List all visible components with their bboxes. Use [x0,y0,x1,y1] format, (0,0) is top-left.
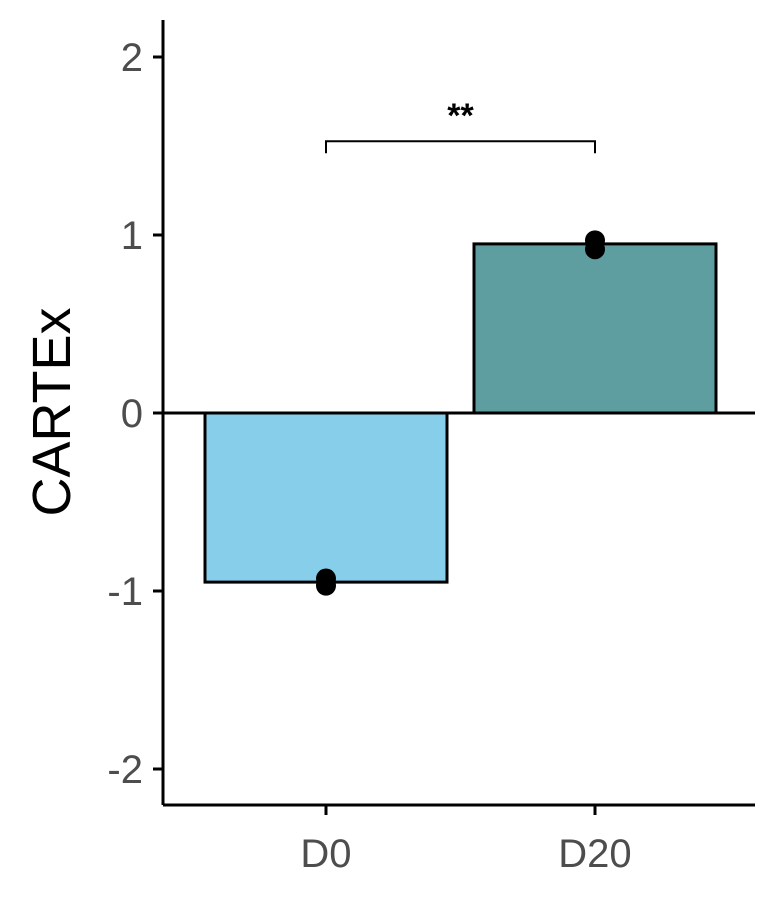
data-point [316,575,336,596]
bars-layer [203,242,718,584]
significance-bracket-line [325,140,596,154]
significance-bracket: ** [325,97,596,154]
y-tick-label: 2 [121,36,143,80]
y-axis-title: CARTEx [22,307,82,516]
data-point [585,239,605,260]
ticks-layer: 2 1 0 -1 -2 D0 D20 [107,36,631,876]
significance-label: ** [447,97,474,135]
y-tick-label: -2 [107,748,143,792]
y-tick-label: -1 [107,570,143,614]
x-tick-label-d20: D20 [558,832,631,876]
x-tick-label-d0: D0 [300,832,351,876]
points-layer [316,230,605,596]
y-tick-label: 0 [121,392,143,436]
y-tick-label: 1 [121,214,143,258]
bar-d0 [203,411,449,584]
bar-d20 [472,242,718,415]
